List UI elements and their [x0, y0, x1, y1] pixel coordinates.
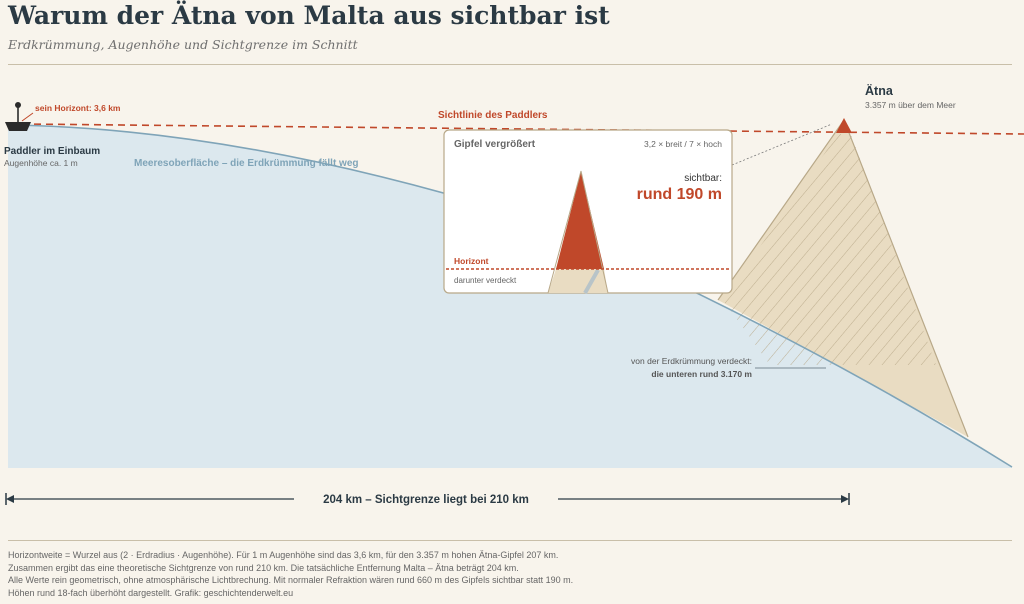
inset-panel: [443, 129, 733, 294]
observer-horizon-label: sein Horizont: 3,6 km: [35, 103, 121, 113]
footnote-line: Zusammen ergibt das eine theoretische Si…: [8, 562, 519, 573]
distance-scale: [5, 493, 850, 505]
footnote-line: Höhen rund 18-fach überhöht dargestellt.…: [8, 587, 294, 598]
hidden-label: von der Erdkrümmung verdeckt:: [631, 356, 752, 366]
mountain-hidden-hatch: [723, 134, 936, 365]
summit-visible: [836, 118, 852, 133]
inset-scale-note: 3,2 × breit / 7 × hoch: [644, 139, 722, 149]
sightline-label: Sichtlinie des Paddlers: [438, 110, 548, 121]
inset-title: Gipfel vergrößert: [454, 139, 536, 150]
footnote-line: Horizontweite = Wurzel aus (2 · Erdradiu…: [8, 550, 559, 560]
footnote-line: Alle Werte rein geometrisch, ohne atmosp…: [8, 575, 574, 586]
page-title: Warum der Ätna von Malta aus sichtbar is…: [8, 1, 610, 30]
observer-height-note: Augenhöhe ca. 1 m: [4, 158, 78, 168]
footnote: Horizontweite = Wurzel aus (2 · Erdradiu…: [8, 549, 573, 599]
inset-mountain-outline: [547, 170, 609, 294]
distance-label: 204 km – Sichtgrenze liegt bei 210 km: [323, 494, 529, 506]
mountain-name: Ätna: [865, 83, 894, 98]
sea-area: [8, 125, 1012, 468]
hidden-value: die unteren rund 3.170 m: [651, 369, 752, 379]
boat-icon: [5, 102, 31, 131]
inset-horizon-label: Horizont: [454, 256, 489, 266]
inset-mountain-stripe: [583, 269, 600, 294]
inset-mountain-hidden: [548, 269, 608, 293]
sea-label: Meeresoberfläche – die Erdkrümmung fällt…: [134, 158, 359, 169]
inset-summit-visible: [556, 171, 604, 269]
header-divider: [8, 64, 1012, 65]
inset-visible-value: rund 190 m: [637, 186, 722, 203]
inset-visible-label: sichtbar:: [684, 173, 722, 184]
inset-hidden-label: darunter verdeckt: [454, 276, 517, 285]
page-subtitle: Erdkrümmung, Augenhöhe und Sichtgrenze i…: [8, 37, 358, 52]
observer-name: Paddler im Einbaum: [4, 146, 100, 157]
horizon-pointer: [21, 112, 34, 122]
footer-divider: [8, 540, 1012, 541]
mountain-elevation-note: 3.357 m über dem Meer: [865, 100, 956, 110]
